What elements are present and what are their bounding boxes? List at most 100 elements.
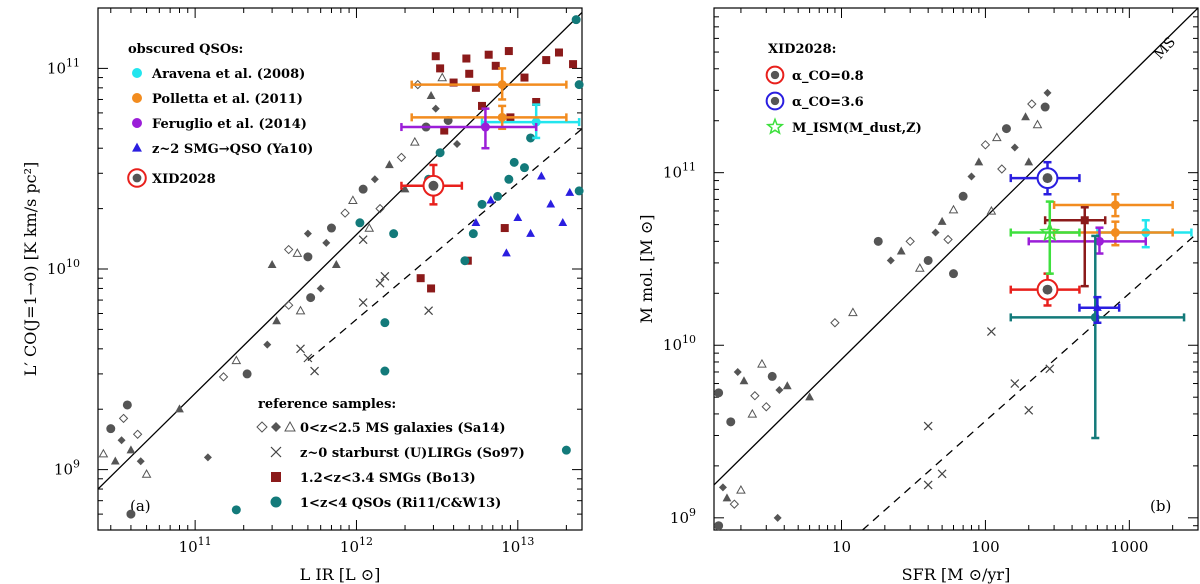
data-point [400, 184, 410, 193]
legend-marker [271, 422, 281, 432]
data-point [1093, 302, 1102, 311]
data-point [436, 64, 445, 73]
data-point [536, 171, 546, 180]
data-point [873, 236, 883, 246]
data-point [497, 112, 507, 122]
data-point [435, 148, 445, 158]
data-point [484, 50, 493, 59]
data-point [504, 47, 513, 56]
series-feruglio-et-al-2014- [400, 107, 538, 150]
series-z-0-starburst-u-lirgs-so97- [923, 327, 1055, 490]
data-point [923, 421, 933, 431]
error-bar [480, 103, 581, 140]
data-point [805, 392, 814, 401]
data-point [267, 259, 277, 268]
series-1-2-z-3-4-smgs-bo13- [1043, 206, 1107, 288]
data-point [931, 228, 940, 237]
data-point [561, 445, 571, 455]
legend-item-polletta: Polletta et al. (2011) [152, 92, 303, 107]
data-point [427, 284, 436, 293]
y-tick-label: 1011 [47, 56, 80, 77]
y-axis-label: L′ CO(J=1→0) [K km/s pc²] [21, 162, 40, 377]
data-point [263, 340, 272, 349]
data-point [480, 122, 490, 132]
data-point [348, 195, 358, 205]
data-point [569, 60, 578, 69]
x-tick-label: 100 [971, 538, 1000, 556]
data-point [272, 316, 282, 325]
legend-marker [132, 93, 142, 103]
data-point [747, 408, 758, 418]
legend-marker [132, 142, 142, 152]
data-point [991, 132, 1002, 142]
data-point [736, 484, 746, 494]
y-tick-label: 1011 [663, 161, 696, 182]
panel-a-data [98, 15, 584, 519]
data-point [1040, 102, 1050, 112]
legend-top-title: obscured QSOs: [128, 42, 243, 57]
data-point [1110, 200, 1120, 210]
legend-marker [132, 68, 142, 78]
data-point [571, 15, 581, 25]
legend-item-ya10: z~2 SMG→QSO (Ya10) [152, 142, 313, 157]
data-point [1021, 112, 1030, 121]
data-point [896, 246, 906, 255]
data-point [389, 229, 399, 239]
data-point [231, 355, 242, 365]
data-point [565, 187, 575, 196]
data-point [757, 358, 767, 368]
data-point [1024, 157, 1034, 166]
data-point [303, 229, 312, 238]
data-point [546, 199, 556, 208]
data-point [937, 469, 947, 479]
y-axis-label: M mol. [M ⊙] [637, 215, 656, 324]
error-bar [400, 107, 538, 150]
data-point [110, 456, 120, 465]
series-1-z-4-qsos-ri11-c-w13- [1009, 234, 1186, 440]
data-point [310, 366, 320, 376]
data-point [729, 499, 740, 509]
series-0-z-2-5-ms-galaxies-sa14- [98, 72, 462, 519]
data-point [574, 186, 584, 196]
legend-bottom-title: reference samples: [258, 397, 396, 412]
legend-marker [127, 168, 147, 188]
data-point [914, 263, 925, 272]
data-point [431, 52, 440, 61]
data-point [322, 238, 331, 247]
x-tick-label: 1000 [1110, 538, 1148, 556]
data-point [465, 69, 474, 78]
data-point [937, 216, 947, 225]
legend-marker [132, 118, 142, 128]
legend-b-alpha08: α_CO=0.8 [792, 69, 864, 84]
series--co-0-8 [1009, 272, 1081, 307]
panel-b-data [714, 88, 1193, 531]
data-point [1010, 379, 1020, 388]
data-point [358, 298, 368, 308]
starburst-relation-line [307, 128, 582, 361]
data-point [1080, 216, 1089, 225]
data-point [542, 56, 551, 65]
legend-marker [256, 421, 268, 433]
data-point [98, 448, 109, 458]
panel-b-legend: XID2028: α_CO=0.8 α_CO=3.6 M_ISM(M_dust,… [765, 42, 922, 136]
data-point [416, 274, 425, 283]
data-point [486, 195, 496, 204]
data-point [714, 388, 724, 398]
data-point [714, 521, 724, 531]
legend-b-title: XID2028: [768, 42, 836, 57]
legend-item-aravena: Aravena et al. (2008) [151, 67, 305, 82]
data-point [292, 248, 303, 257]
data-point [886, 256, 895, 265]
data-point [203, 453, 212, 462]
legend-marker [270, 446, 282, 458]
data-point [526, 228, 535, 237]
data-point [231, 505, 241, 515]
plot-frame [713, 7, 1199, 531]
data-point [424, 306, 434, 316]
data-point [1039, 221, 1061, 242]
data-point [375, 203, 385, 214]
data-point [905, 236, 915, 247]
series-polletta-et-al-2011- [410, 67, 568, 131]
panel-a-legend-top: obscured QSOs: Aravena et al. (2008) Pol… [127, 42, 313, 188]
